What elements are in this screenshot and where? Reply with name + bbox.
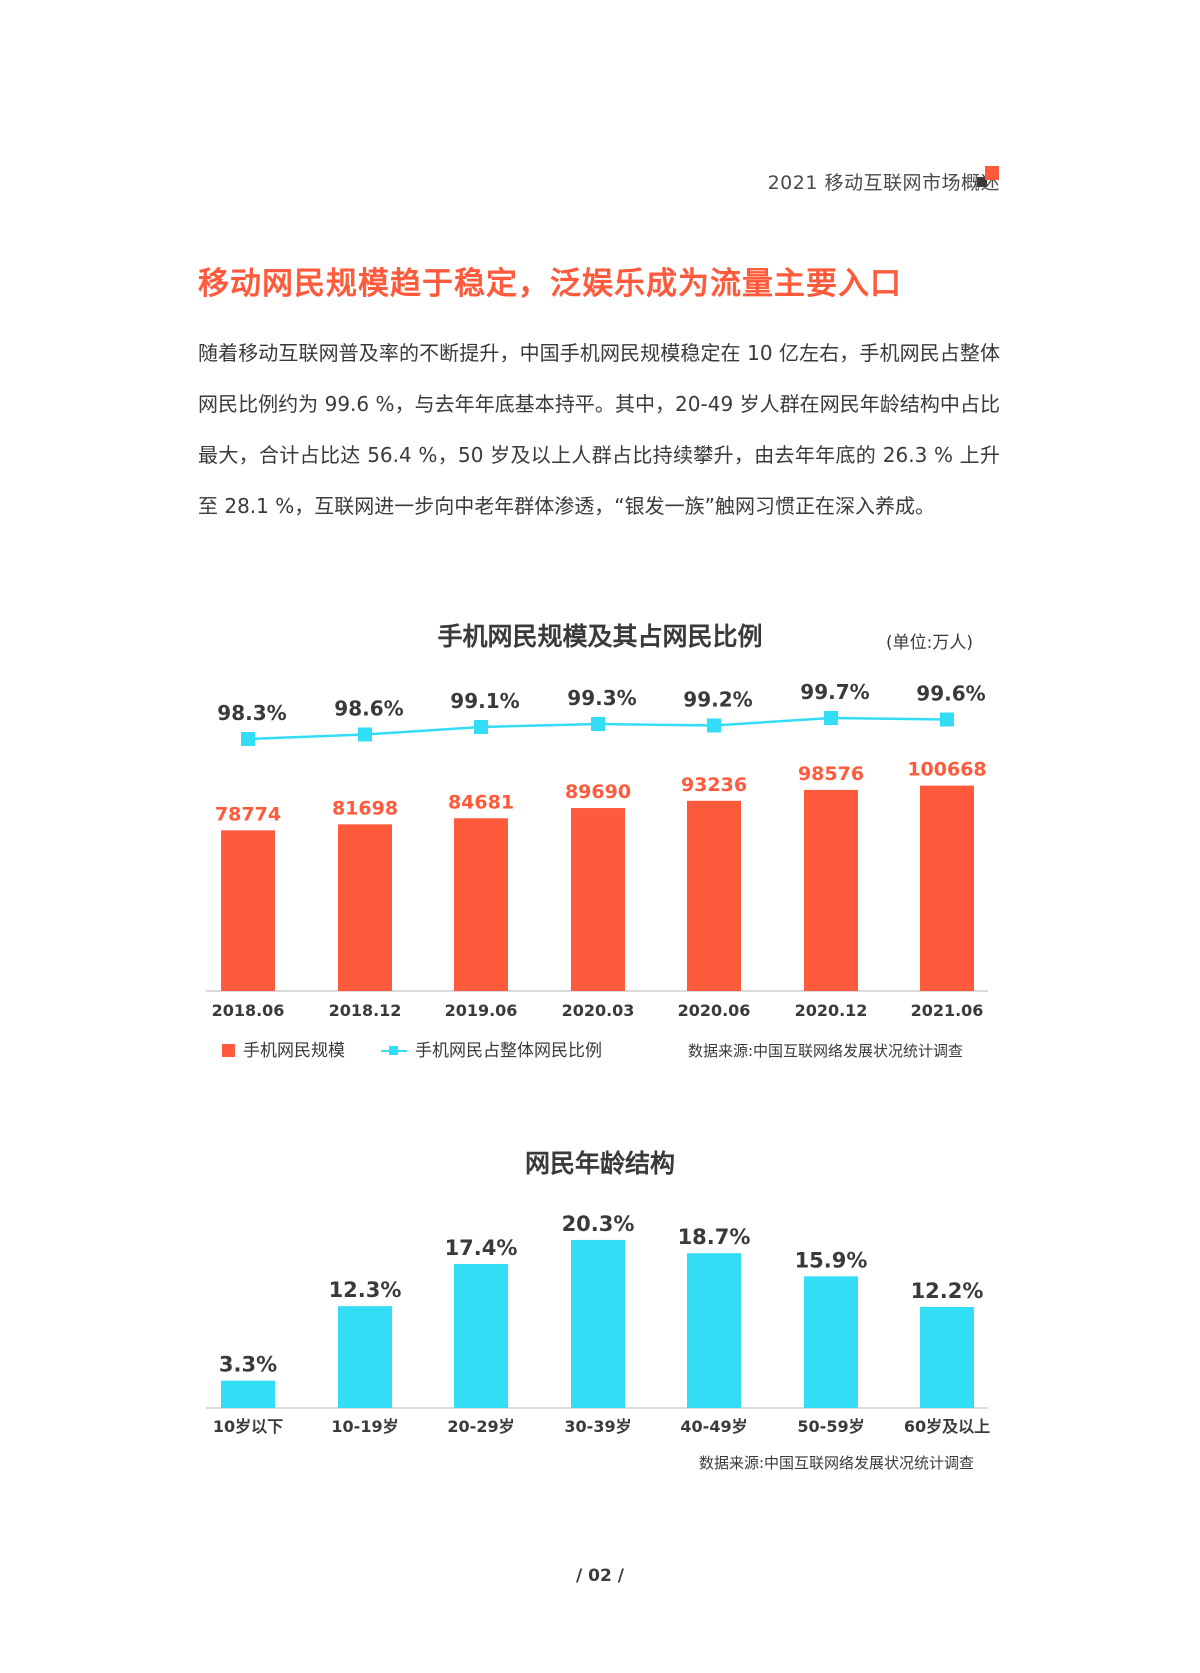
chart1-line-marker <box>474 720 488 734</box>
legend-line-label: 手机网民占整体网民比例 <box>415 1041 602 1061</box>
chart1-x-tick-label: 2019.06 <box>445 1001 518 1020</box>
chart2-x-tick-label: 50-59岁 <box>797 1417 864 1436</box>
chart1-x-tick-label: 2020.12 <box>795 1001 868 1020</box>
chart1-bar <box>571 808 625 991</box>
legend-line-swatch <box>381 1044 407 1057</box>
chart1-line-marker <box>824 711 838 725</box>
chart1-x-tick-label: 2021.06 <box>911 1001 984 1020</box>
chart1-bar <box>338 824 392 991</box>
chart1-bar <box>221 830 275 991</box>
chart1-line-marker <box>591 717 605 731</box>
chart2-x-tick-label: 30-39岁 <box>564 1417 631 1436</box>
legend-item-bar: 手机网民规模 <box>222 1036 345 1061</box>
chart1-bar-label: 84681 <box>448 791 514 813</box>
chart2-bar-label: 15.9% <box>795 1248 868 1272</box>
chart1-line <box>247 716 948 741</box>
chart1-line-label: 98.6% <box>334 697 403 721</box>
legend-bar-swatch <box>222 1044 235 1057</box>
chart2-x-tick-label: 40-49岁 <box>680 1417 747 1436</box>
chart2-bar <box>920 1306 974 1408</box>
chart1-x-tick-label: 2020.06 <box>678 1001 751 1020</box>
chart2-x-tick-label: 60岁及以上 <box>904 1417 990 1436</box>
chart2-bar-label: 17.4% <box>445 1236 518 1260</box>
chart2-bar <box>338 1306 392 1408</box>
chart1-line-label: 99.3% <box>567 686 636 710</box>
chart1-line-label: 99.1% <box>450 689 519 713</box>
chart1-bar-label: 93236 <box>681 774 747 796</box>
header-mark-red-square <box>985 166 999 180</box>
header-logo-mark <box>977 166 1005 190</box>
chart1-bar <box>804 789 858 991</box>
chart1-line-label: 98.3% <box>217 701 286 725</box>
chart2-bar <box>221 1380 275 1408</box>
chart1-bar <box>920 785 974 991</box>
legend-item-line: 手机网民占整体网民比例 <box>381 1036 602 1061</box>
chart2-bar-label: 12.2% <box>911 1279 984 1303</box>
chart1-source: 数据来源:中国互联网络发展状况统计调查 <box>688 1042 964 1060</box>
chart2-bar-label: 20.3% <box>562 1212 635 1236</box>
chart1-line-marker <box>707 718 721 733</box>
chart2-bar-label: 3.3% <box>219 1353 277 1377</box>
chart1-bar-label: 89690 <box>565 781 631 803</box>
chart1-line-marker <box>358 727 372 742</box>
section-title: 移动网民规模趋于稳定，泛娱乐成为流量主要入口 <box>198 266 902 302</box>
chart1-x-tick-label: 2018.06 <box>212 1001 285 1020</box>
chart2-x-tick-label: 20-29岁 <box>447 1417 514 1436</box>
chart1-bar <box>454 818 508 991</box>
chart1-line-marker <box>241 732 255 746</box>
chart2-bar <box>454 1263 508 1408</box>
chart1-title: 手机网民规模及其占网民比例 <box>437 622 763 651</box>
chart2-bar <box>687 1253 741 1408</box>
chart1-bar-label: 78774 <box>215 803 281 825</box>
page-header-title: 2021 移动互联网市场概述 <box>767 172 1000 194</box>
chart2-x-tick-label: 10-19岁 <box>331 1417 398 1436</box>
header-mark-dark-square <box>977 177 987 187</box>
chart1-x-tick-label: 2020.03 <box>562 1001 635 1020</box>
page-number: / 02 / <box>576 1566 624 1586</box>
chart1-bar-label: 81698 <box>332 797 398 819</box>
chart2-bar <box>571 1239 625 1408</box>
chart1-line-label: 99.7% <box>800 680 869 704</box>
chart1-bar-label: 98576 <box>798 763 864 785</box>
chart1-bar-label: 100668 <box>907 759 986 781</box>
chart2-x-tick-label: 10岁以下 <box>213 1417 283 1436</box>
chart2-title: 网民年龄结构 <box>524 1149 675 1178</box>
body-paragraph: 随着移动互联网普及率的不断提升，中国手机网民规模稳定在 10 亿左右，手机网民占… <box>198 341 1000 518</box>
chart1-bar <box>687 800 741 991</box>
legend-bar-label: 手机网民规模 <box>243 1041 345 1061</box>
chart1-x-tick-label: 2018.12 <box>329 1001 402 1020</box>
chart1-unit-label: (单位:万人) <box>886 633 973 653</box>
chart2-bar-label: 18.7% <box>678 1225 751 1249</box>
chart1-line-marker <box>940 712 954 727</box>
chart1-line-label: 99.6% <box>916 682 985 706</box>
chart2-bar-label: 12.3% <box>329 1278 402 1302</box>
chart2-source: 数据来源:中国互联网络发展状况统计调查 <box>699 1454 975 1472</box>
chart2-bar <box>804 1276 858 1408</box>
chart1-line-label: 99.2% <box>683 688 752 712</box>
